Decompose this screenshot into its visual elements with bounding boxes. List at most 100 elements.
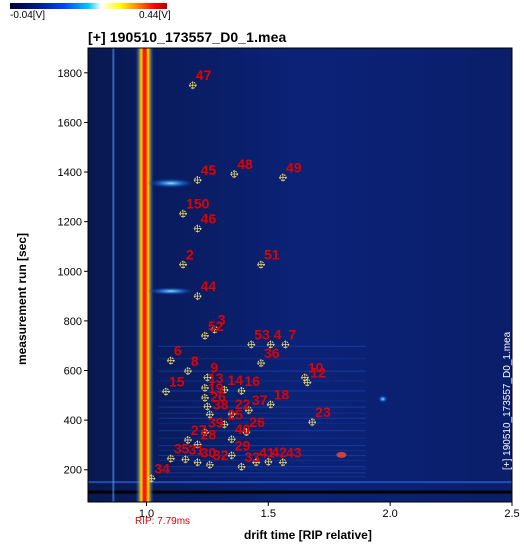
peak-label: 26 — [249, 414, 265, 430]
y-axis: 200 400 600 800 1000 1200 1400 1600 1800 — [58, 68, 88, 477]
peak-label: 42 — [271, 444, 287, 460]
background-streak — [158, 370, 366, 372]
background-streak — [158, 430, 366, 432]
peak-label: 36 — [264, 345, 280, 361]
x-tick-label: 2.0 — [383, 508, 398, 520]
background-streak — [158, 444, 366, 447]
peak-label: 12 — [310, 364, 326, 380]
peak-label: 10 — [308, 359, 324, 375]
y-tick-label: 1200 — [58, 217, 82, 229]
background-streak — [158, 468, 366, 470]
peak-label: 8 — [191, 353, 199, 369]
y-tick-label: 1600 — [58, 117, 82, 129]
peak-label: 27 — [191, 422, 207, 438]
peak-label: 44 — [201, 278, 217, 294]
bright-spot — [146, 287, 196, 296]
colorbar-max-label: 0.44[V] — [139, 10, 171, 21]
peak-label: 37 — [252, 392, 268, 408]
peak-label: 6 — [174, 343, 182, 359]
background-streak — [158, 406, 366, 408]
rip-label: RIP: 7.79ms — [135, 516, 190, 527]
peak-label: 39 — [208, 415, 224, 431]
peak-label: 47 — [196, 67, 212, 83]
dark-band — [88, 490, 512, 494]
side-file-label: [+] 190510_173557_D0_1.mea — [502, 331, 513, 470]
peak-label: 49 — [286, 160, 302, 176]
peak-label: 40 — [235, 421, 251, 437]
peak-label: 46 — [201, 211, 217, 227]
background-streak — [158, 400, 366, 402]
colorbar-gradient — [10, 3, 167, 9]
peak-label: 51 — [264, 247, 280, 263]
peak-label: 22 — [235, 396, 251, 412]
background-streak — [158, 437, 366, 439]
x-tick-label: 1.5 — [261, 508, 276, 520]
peak-label: 25 — [227, 406, 243, 422]
y-tick-label: 1000 — [58, 266, 82, 278]
bright-spot — [336, 451, 347, 458]
peak-label: 43 — [286, 444, 302, 460]
bright-spot — [146, 178, 196, 189]
peak-label: 18 — [274, 387, 290, 403]
chart-title: [+] 190510_173557_D0_1.mea — [88, 29, 287, 45]
peak-label: 52 — [208, 318, 224, 334]
peak-label: 30 — [201, 444, 217, 460]
peak-label: 45 — [201, 162, 217, 178]
plot-background — [88, 48, 512, 502]
peak-label: 32 — [213, 447, 229, 463]
y-tick-label: 200 — [64, 465, 82, 477]
peak-label: 38 — [213, 396, 229, 412]
peak-label: 2 — [186, 247, 194, 263]
colorbar-min-label: -0.04[V] — [10, 10, 46, 21]
background-streak — [158, 422, 366, 424]
peak-label: 9 — [210, 359, 218, 375]
plot-frame — [87, 47, 513, 503]
peak-label: 29 — [235, 437, 251, 453]
peak-label: 35 — [174, 441, 190, 457]
background-streak — [158, 390, 366, 392]
peak-label: 3 — [218, 312, 226, 328]
peak-label: 33 — [245, 449, 261, 465]
peak-label: 14 — [227, 372, 243, 388]
y-tick-label: 600 — [64, 366, 82, 378]
peak-label: 16 — [245, 373, 261, 389]
colorbar: -0.04[V] 0.44[V] — [10, 3, 171, 21]
y-tick-label: 1800 — [58, 68, 82, 80]
peak-label: 23 — [315, 404, 331, 420]
x-tick-label: 2.5 — [504, 508, 519, 520]
x-axis: 1.0 1.5 2.0 2.5 — [139, 502, 520, 520]
background-streak — [158, 454, 366, 457]
peak-label: 13 — [208, 370, 224, 386]
background-streak — [158, 345, 366, 347]
peak-label: 53 — [254, 326, 270, 342]
peak-label: 150 — [186, 196, 210, 212]
x-tick-label: 1.0 — [139, 508, 154, 520]
background-streak — [158, 417, 366, 419]
y-tick-label: 1400 — [58, 167, 82, 179]
y-tick-label: 400 — [64, 415, 82, 427]
background-streak — [158, 459, 366, 462]
x-axis-label: drift time [RIP relative] — [244, 528, 372, 542]
peak-label: 48 — [237, 156, 253, 172]
background-streak — [158, 358, 366, 360]
background-streak — [158, 472, 366, 474]
peak-label: 34 — [154, 460, 170, 476]
rip-region — [135, 48, 388, 502]
peak-label: 4 — [274, 326, 282, 342]
background-streak — [158, 412, 366, 414]
bright-spot — [377, 395, 388, 404]
peak-label: 31 — [188, 441, 204, 457]
y-tick-label: 800 — [64, 316, 82, 328]
rip-line — [142, 48, 147, 502]
background-streak — [158, 380, 366, 382]
background-streak — [112, 48, 115, 502]
peak-label: 41 — [259, 444, 275, 460]
peak-label: 19 — [208, 380, 224, 396]
peak-label: 26 — [210, 388, 226, 404]
background-streak — [88, 481, 512, 484]
background-streak — [158, 466, 366, 468]
peak-label: 15 — [169, 374, 185, 390]
